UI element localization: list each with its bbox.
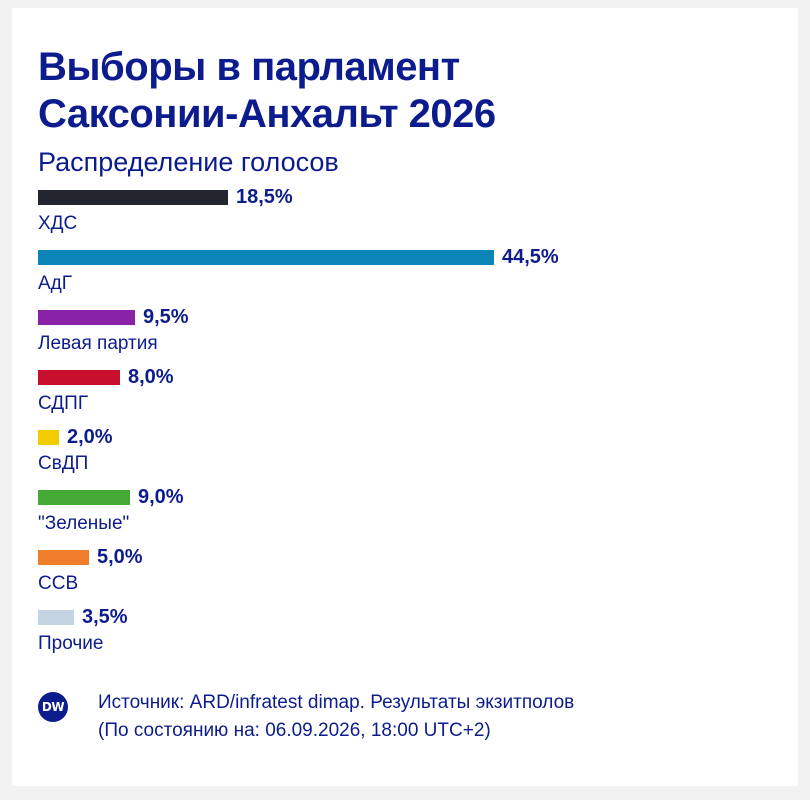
chart-title-line-1: Выборы в парламент [38,45,460,89]
category-label: Прочие [38,633,104,654]
chart-title-line-2: Саксонии-Анхальт 2026 [38,92,496,136]
bar-chart: 18,5% ХДС 44,5% АдГ 9,5% Левая партия 8,0% СДПГ… [12,8,798,668]
category-label: СвДП [38,453,89,474]
chart-title: Выборы в парламент Саксонии-Анхальт 2026 [38,44,496,138]
value-label: 9,0% [138,486,184,508]
category-label: ССВ [38,573,79,594]
category-label: "Зеленые" [38,513,130,534]
bar [38,610,74,625]
value-label: 5,0% [97,546,143,568]
bar [38,490,130,505]
category-label: СДПГ [38,393,89,414]
bar [38,370,120,385]
chart-subtitle: Распределение голосов [38,147,339,177]
bar [38,430,59,445]
bar [38,250,494,265]
source-text: Источник: ARD/infratest dimap. Результат… [98,692,575,713]
infographic-card: Выборы в парламент Саксонии-Анхальт 2026… [12,8,798,786]
dw-logo-icon: DW [38,692,68,722]
value-label: 9,5% [143,306,189,328]
value-label: 44,5% [502,246,559,268]
bar [38,310,135,325]
bar [38,550,89,565]
bar [38,190,228,205]
category-label: АдГ [38,273,73,294]
value-label: 18,5% [236,186,293,208]
value-label: 8,0% [128,366,174,388]
category-label: ХДС [38,213,78,234]
value-label: 3,5% [82,606,128,628]
value-label: 2,0% [67,426,113,448]
category-label: Левая партия [38,333,158,354]
timestamp-text: (По состоянию на: 06.09.2026, 18:00 UTC+… [98,720,491,741]
